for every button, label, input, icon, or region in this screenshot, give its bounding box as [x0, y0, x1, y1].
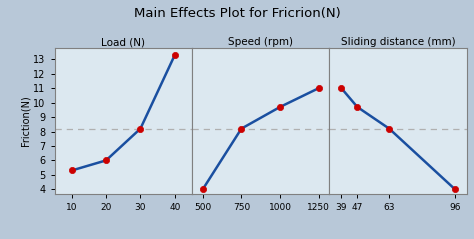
Y-axis label: Friction(N): Friction(N) [20, 95, 30, 146]
Title: Load (N): Load (N) [101, 37, 145, 47]
Title: Speed (rpm): Speed (rpm) [228, 37, 293, 47]
Title: Sliding distance (mm): Sliding distance (mm) [341, 37, 456, 47]
Text: Main Effects Plot for Fricrion(N): Main Effects Plot for Fricrion(N) [134, 7, 340, 20]
